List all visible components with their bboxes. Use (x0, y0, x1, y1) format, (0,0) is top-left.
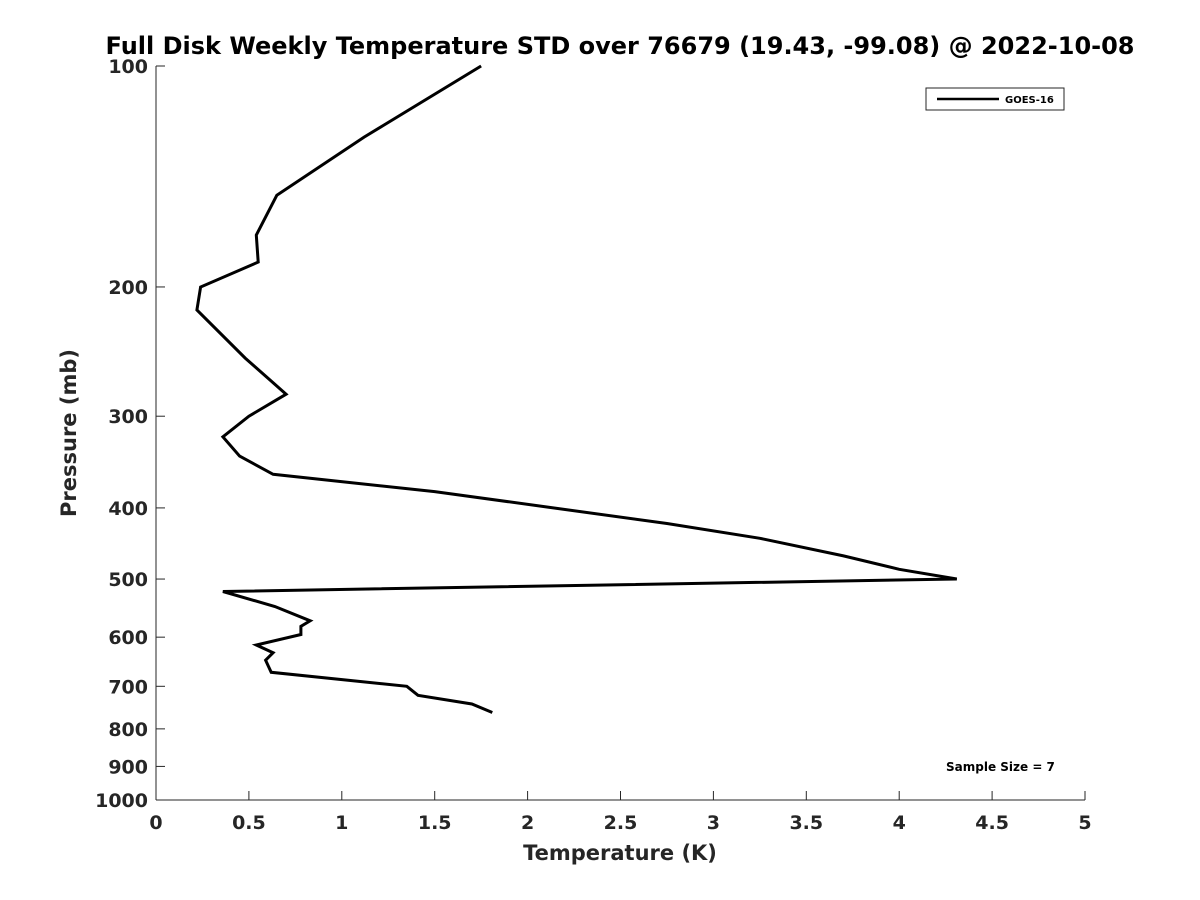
y-tick-label-600: 600 (108, 627, 148, 649)
y-tick-label-500: 500 (108, 569, 148, 591)
x-tick-label-4: 4 (893, 812, 906, 834)
y-tick-label-1000: 1000 (95, 790, 148, 812)
x-tick-label-2: 2 (521, 812, 534, 834)
x-tick-label-4-5: 4.5 (975, 812, 1009, 834)
chart-title: Full Disk Weekly Temperature STD over 76… (106, 32, 1135, 60)
y-tick-label-300: 300 (108, 406, 148, 428)
y-axis-label: Pressure (mb) (57, 349, 81, 517)
y-tick-label-400: 400 (108, 498, 148, 520)
legend-label-goes-16: GOES-16 (1005, 95, 1054, 106)
x-axis-label: Temperature (K) (523, 841, 717, 865)
y-tick-label-700: 700 (108, 676, 148, 698)
series-line-goes-16 (195, 64, 958, 714)
y-tick-label-900: 900 (108, 756, 148, 778)
y-tick-label-800: 800 (108, 719, 148, 741)
legend: GOES-16 (925, 87, 1065, 111)
x-tick-label-2-5: 2.5 (604, 812, 638, 834)
x-tick-label-5: 5 (1078, 812, 1091, 834)
sample-size-note: Sample Size = 7 (946, 760, 1055, 774)
x-tick-label-0: 0 (149, 812, 162, 834)
x-tick-label-3: 3 (707, 812, 720, 834)
x-tick-label-3-5: 3.5 (789, 812, 823, 834)
x-tick-label-0-5: 0.5 (232, 812, 266, 834)
y-ticks: 100 200 300 400 500 600 700 800 900 1000 (95, 56, 165, 812)
y-tick-label-200: 200 (108, 277, 148, 299)
series-layer (195, 64, 958, 714)
y-tick-label-100: 100 (108, 56, 148, 78)
x-ticks: 0 0.5 1 1.5 2 2.5 3 3.5 4 4.5 5 (149, 791, 1092, 834)
x-tick-label-1: 1 (335, 812, 348, 834)
x-tick-label-1-5: 1.5 (418, 812, 452, 834)
